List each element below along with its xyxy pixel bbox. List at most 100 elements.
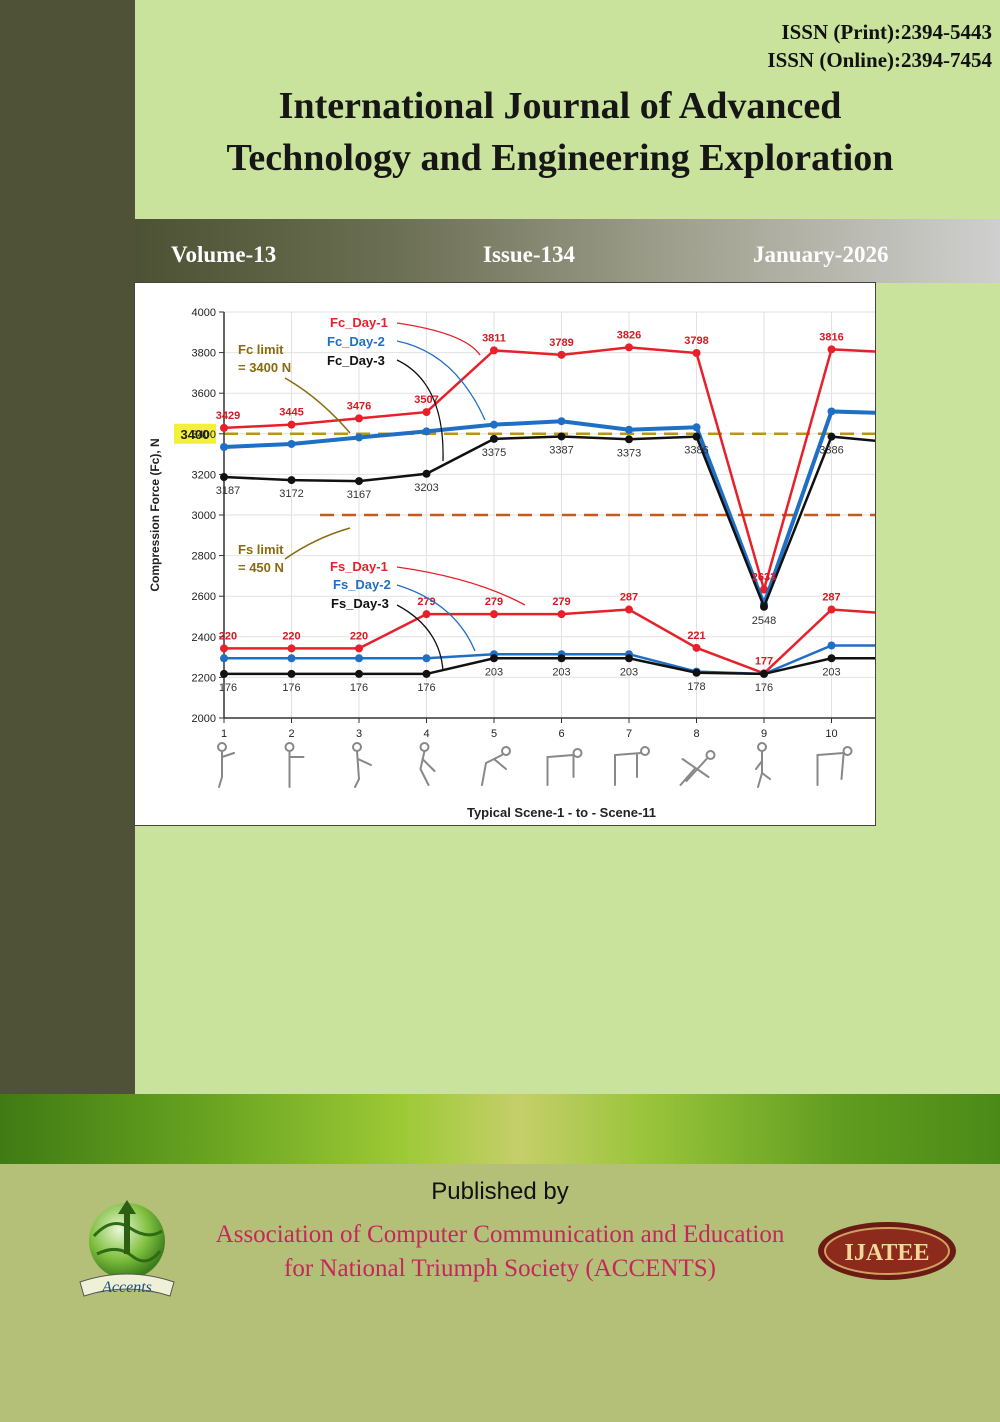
data-label: 3429 bbox=[216, 410, 240, 422]
data-point bbox=[827, 605, 836, 614]
data-label: 3789 bbox=[549, 337, 573, 349]
data-point bbox=[220, 644, 228, 653]
posture-figure-icon bbox=[217, 742, 235, 788]
data-label: 2633 bbox=[752, 572, 776, 584]
ijatee-logo: IJATEE bbox=[818, 1222, 956, 1280]
data-point bbox=[827, 432, 836, 441]
posture-figure-icon bbox=[546, 748, 583, 786]
data-point bbox=[625, 435, 633, 444]
date-label: January-2026 bbox=[753, 242, 889, 267]
legend-leader bbox=[396, 584, 476, 652]
data-label: 287 bbox=[620, 592, 638, 604]
data-point bbox=[220, 473, 228, 482]
data-point bbox=[422, 427, 431, 436]
data-label: 3187 bbox=[216, 485, 240, 497]
legend-leader bbox=[396, 604, 444, 672]
issue-band: Volume-13 Issue-134 January-2026 bbox=[135, 219, 1000, 283]
fc-limit-label: Fc limit bbox=[238, 342, 284, 357]
legend-label-fc-day-1: Fc_Day-1 bbox=[330, 315, 388, 330]
data-point bbox=[287, 476, 296, 485]
data-label: 279 bbox=[485, 596, 503, 608]
publisher-line2: for National Triumph Society (ACCENTS) bbox=[284, 1255, 716, 1282]
ijatee-logo-text: IJATEE bbox=[845, 1240, 930, 1266]
publisher-line1: Association of Computer Communication an… bbox=[215, 1221, 785, 1248]
data-point bbox=[220, 423, 228, 432]
legend-leader bbox=[396, 566, 526, 606]
journal-title-line1: International Journal of Advanced bbox=[278, 85, 842, 127]
journal-title: International Journal of Advanced Techno… bbox=[160, 80, 960, 184]
data-point bbox=[490, 346, 498, 355]
data-point bbox=[692, 668, 701, 677]
data-label: 176 bbox=[755, 682, 773, 694]
issn-online: ISSN (Online):2394-7454 bbox=[767, 48, 992, 72]
data-point bbox=[692, 349, 701, 358]
fc-limit-marker-text: 3400 bbox=[181, 427, 210, 442]
data-label: 2548 bbox=[752, 615, 776, 627]
posture-figure-icon bbox=[352, 742, 372, 788]
y-tick-label-left: 3000 bbox=[192, 510, 216, 522]
data-point bbox=[827, 654, 836, 663]
data-label: 279 bbox=[552, 596, 570, 608]
data-point bbox=[355, 433, 363, 442]
legend-leader bbox=[396, 340, 486, 421]
publisher-name: Association of Computer Communication an… bbox=[190, 1218, 810, 1286]
data-label: 3203 bbox=[414, 482, 438, 494]
posture-figure-icon bbox=[679, 750, 716, 786]
force-chart: 3400450 20002200240026002800300032003400… bbox=[148, 307, 875, 820]
x-tick-label: 7 bbox=[626, 728, 632, 740]
data-point bbox=[422, 654, 431, 663]
y-tick-label-left: 2800 bbox=[192, 551, 216, 563]
cover-sidebar bbox=[0, 0, 135, 1094]
legend-leader bbox=[396, 322, 481, 356]
x-tick-label: 10 bbox=[825, 728, 837, 740]
data-point bbox=[557, 432, 566, 441]
x-tick-label: 3 bbox=[356, 728, 362, 740]
data-label: 176 bbox=[219, 682, 237, 694]
volume-label: Volume-13 bbox=[171, 242, 277, 267]
data-label: 3172 bbox=[279, 488, 303, 500]
data-point bbox=[355, 669, 363, 678]
data-point bbox=[287, 420, 296, 429]
data-point bbox=[422, 669, 431, 678]
data-label: 220 bbox=[350, 630, 368, 642]
x-tick-label: 4 bbox=[423, 728, 429, 740]
data-point bbox=[422, 610, 431, 619]
fs-limit-leader bbox=[284, 527, 351, 560]
posture-figure-icon bbox=[816, 746, 853, 786]
series-line-fs-day-1 bbox=[224, 608, 875, 675]
data-point bbox=[287, 644, 296, 653]
y-tick-label-left: 3800 bbox=[192, 348, 216, 360]
data-point bbox=[422, 408, 431, 417]
x-tick-label: 9 bbox=[761, 728, 767, 740]
cover-figure: 3400450 20002200240026002800300032003400… bbox=[134, 282, 876, 826]
issn-block: ISSN (Print):2394-5443 ISSN (Online):239… bbox=[767, 18, 992, 74]
issue-label: Issue-134 bbox=[483, 242, 576, 267]
data-point bbox=[692, 643, 701, 652]
data-label: 220 bbox=[219, 630, 237, 642]
y-tick-label-left: 2600 bbox=[192, 591, 216, 603]
data-label: 203 bbox=[552, 666, 570, 678]
data-label: 221 bbox=[687, 630, 705, 642]
data-label: 3386 bbox=[684, 445, 708, 457]
data-point bbox=[760, 602, 768, 611]
data-label: 178 bbox=[687, 681, 705, 693]
data-label: 176 bbox=[350, 682, 368, 694]
data-point bbox=[625, 343, 633, 352]
legend-label-fs-day-2: Fs_Day-2 bbox=[333, 577, 391, 592]
data-label: 203 bbox=[620, 666, 638, 678]
posture-figure-icon bbox=[419, 742, 436, 786]
data-point bbox=[422, 469, 431, 478]
data-point bbox=[625, 605, 633, 614]
series-line-fc-day-1 bbox=[223, 346, 875, 595]
y-tick-label-left: 2200 bbox=[192, 672, 216, 684]
data-point bbox=[557, 350, 566, 359]
legend-leader bbox=[396, 359, 444, 462]
data-label: 3826 bbox=[617, 329, 641, 341]
fs-limit-label: Fs limit bbox=[238, 542, 284, 557]
legend-label-fs-day-3: Fs_Day-3 bbox=[331, 596, 389, 611]
data-point bbox=[827, 641, 836, 650]
data-label: 203 bbox=[485, 666, 503, 678]
data-label: 3375 bbox=[482, 447, 506, 459]
data-label: 177 bbox=[755, 655, 773, 667]
data-point bbox=[760, 585, 768, 594]
